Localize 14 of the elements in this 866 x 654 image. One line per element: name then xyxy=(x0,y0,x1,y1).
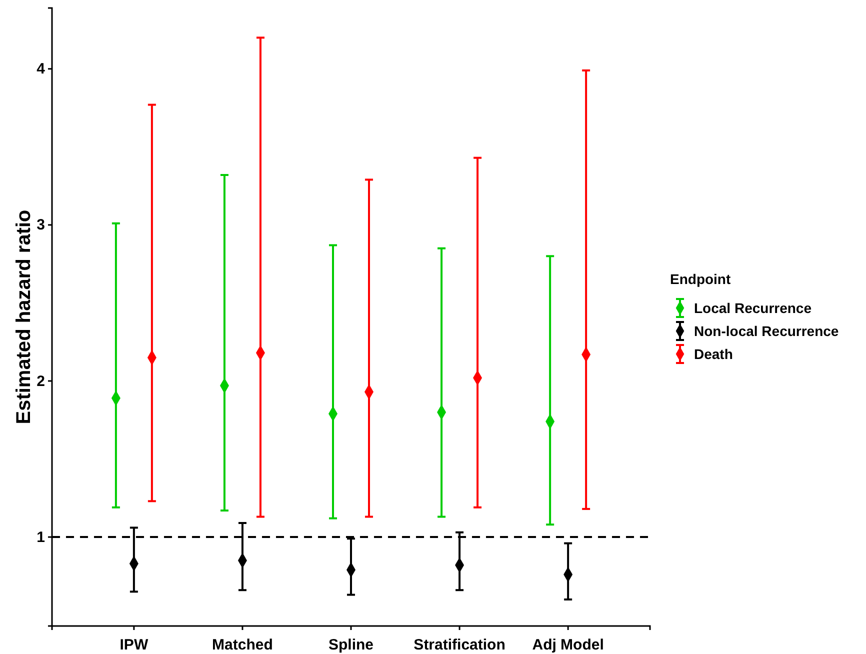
y-tick-label: 3 xyxy=(36,216,45,234)
x-tick-label: IPW xyxy=(120,636,149,654)
x-tick-label: Matched xyxy=(212,636,273,654)
legend-label: Local Recurrence xyxy=(694,300,812,316)
legend-title: Endpoint xyxy=(670,271,731,287)
x-tick-label: Adj Model xyxy=(532,636,604,654)
y-axis-title: Estimated hazard ratio xyxy=(13,210,35,424)
legend-label: Non-local Recurrence xyxy=(694,323,839,339)
y-tick-label: 4 xyxy=(36,60,46,78)
y-tick-label: 2 xyxy=(36,372,45,390)
y-tick-label: 1 xyxy=(36,528,45,546)
legend-label: Death xyxy=(694,346,733,362)
x-tick-label: Spline xyxy=(328,636,374,654)
x-tick-label: Stratification xyxy=(414,636,506,654)
